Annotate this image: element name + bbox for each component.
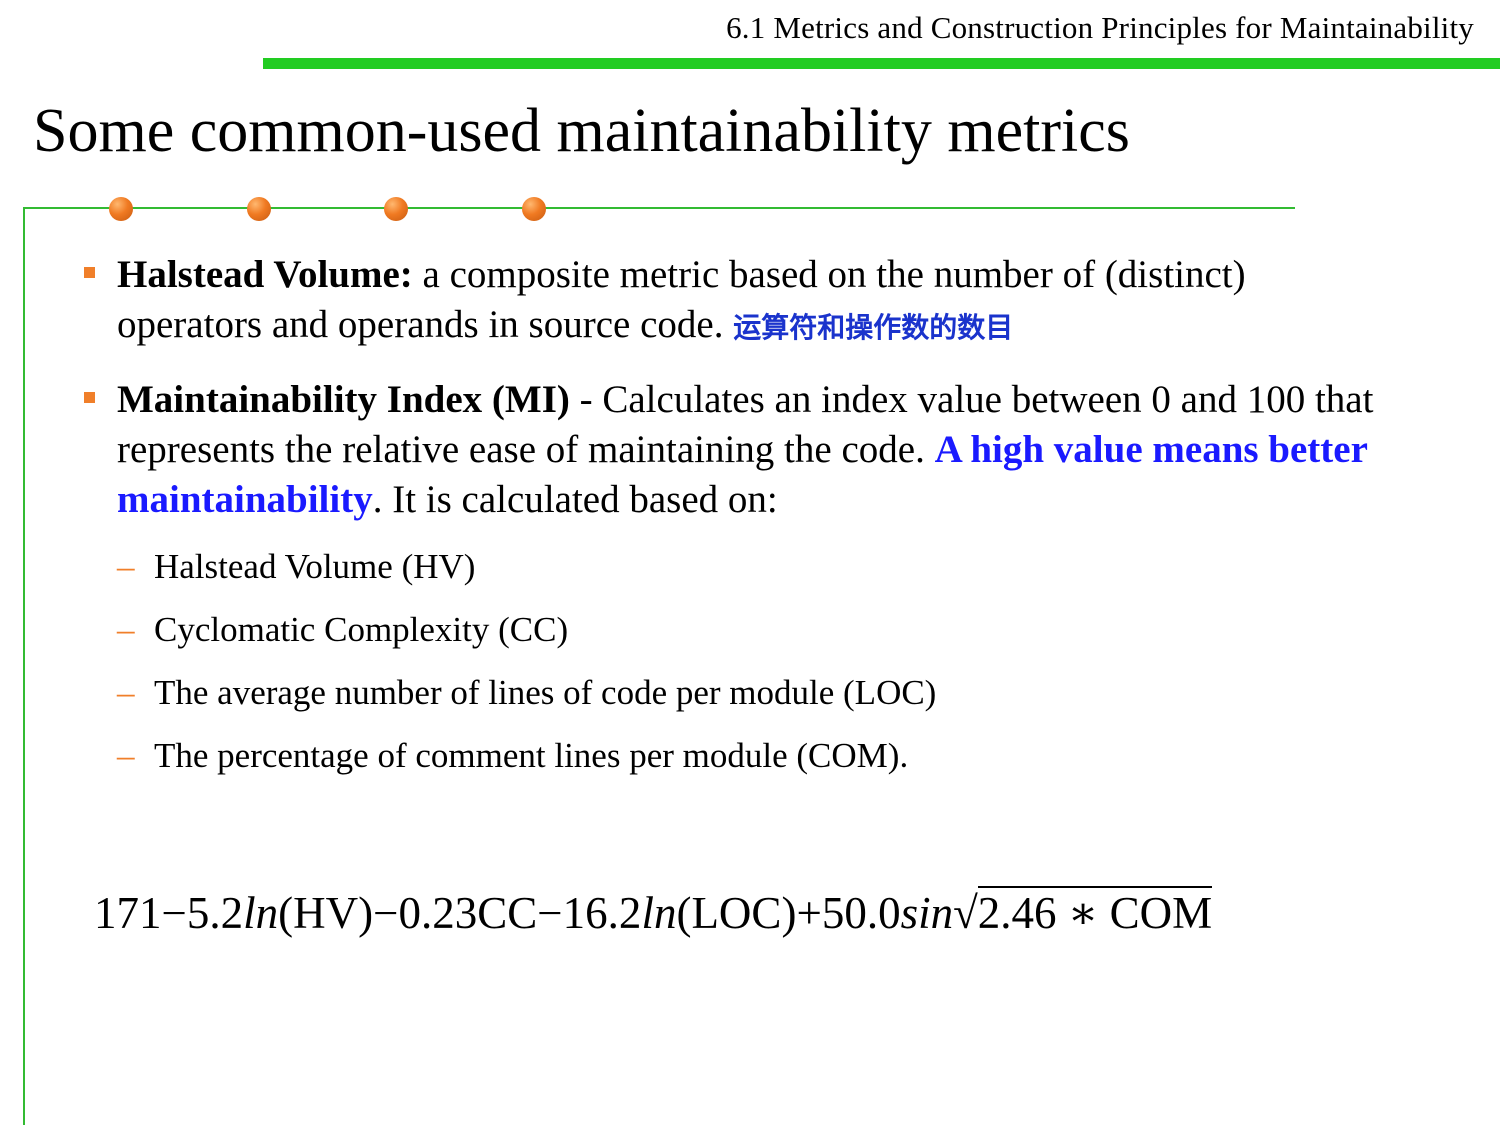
square-bullet-icon	[84, 267, 95, 278]
decorative-dot-2	[247, 197, 271, 221]
square-bullet-icon	[84, 392, 95, 403]
chinese-note: 运算符和操作数的数目	[733, 311, 1014, 344]
sub-item-list: – Halstead Volume (HV) – Cyclomatic Comp…	[117, 542, 936, 794]
bullet-list: Halstead Volume: a composite metric base…	[80, 250, 1380, 547]
sub-item: – The percentage of comment lines per mo…	[117, 731, 936, 781]
decorative-dot-3	[384, 197, 408, 221]
slide-title: Some common-used maintainability metrics	[33, 97, 1130, 165]
sub-item: – Halstead Volume (HV)	[117, 542, 936, 592]
formula-term: +50.0	[796, 888, 901, 938]
bullet-term: Halstead Volume:	[117, 253, 413, 296]
sub-item-text: The average number of lines of code per …	[154, 673, 937, 712]
sub-item-text: Cyclomatic Complexity (CC)	[154, 610, 569, 649]
sub-item-text: The percentage of comment lines per modu…	[154, 736, 909, 775]
bullet-maintainability-index: Maintainability Index (MI) - Calculates …	[80, 375, 1380, 525]
bullet-halstead-volume: Halstead Volume: a composite metric base…	[80, 250, 1380, 353]
sub-item: – The average number of lines of code pe…	[117, 668, 936, 718]
title-rule	[25, 207, 1295, 209]
formula-com: COM	[1109, 888, 1213, 938]
bullet-term: Maintainability Index (MI)	[117, 378, 570, 421]
bullet-text: - Calculates an index value between 0 an…	[117, 378, 1374, 471]
formula-cc: CC	[477, 888, 538, 938]
dash-bullet-icon: –	[117, 673, 135, 712]
header-rule	[263, 58, 1500, 69]
dash-bullet-icon: –	[117, 610, 135, 649]
bullet-text: a composite metric based on the number o…	[117, 253, 1246, 346]
dash-bullet-icon: –	[117, 736, 135, 775]
highlight-text: A high value means better maintainabilit…	[117, 428, 1368, 521]
formula-radicand: 2.46 ∗ COM	[977, 886, 1213, 938]
dash-bullet-icon: –	[117, 547, 135, 586]
formula-term: −0.23	[373, 888, 478, 938]
decorative-dot-4	[522, 197, 546, 221]
formula-sin: sin	[900, 888, 954, 938]
left-frame-rule	[23, 207, 25, 1125]
section-header: 6.1 Metrics and Construction Principles …	[726, 10, 1474, 45]
formula-radicand-number: 2.46 ∗	[977, 888, 1110, 938]
formula-ln: ln	[243, 888, 279, 938]
sqrt-symbol: √	[953, 888, 978, 938]
sub-item: – Cyclomatic Complexity (CC)	[117, 605, 936, 655]
bullet-text-end: . It is calculated based on:	[372, 478, 778, 521]
formula-ln: ln	[641, 888, 677, 938]
decorative-dot-1	[109, 197, 133, 221]
mi-formula: 171−5.2ln(HV)−0.23CC−16.2ln(LOC)+50.0sin…	[94, 878, 1213, 948]
sub-item-text: Halstead Volume (HV)	[154, 547, 476, 586]
formula-hv: (HV)	[278, 888, 374, 938]
formula-term: 171−5.2	[94, 888, 244, 938]
formula-term: −16.2	[537, 888, 642, 938]
formula-loc: (LOC)	[676, 888, 797, 938]
